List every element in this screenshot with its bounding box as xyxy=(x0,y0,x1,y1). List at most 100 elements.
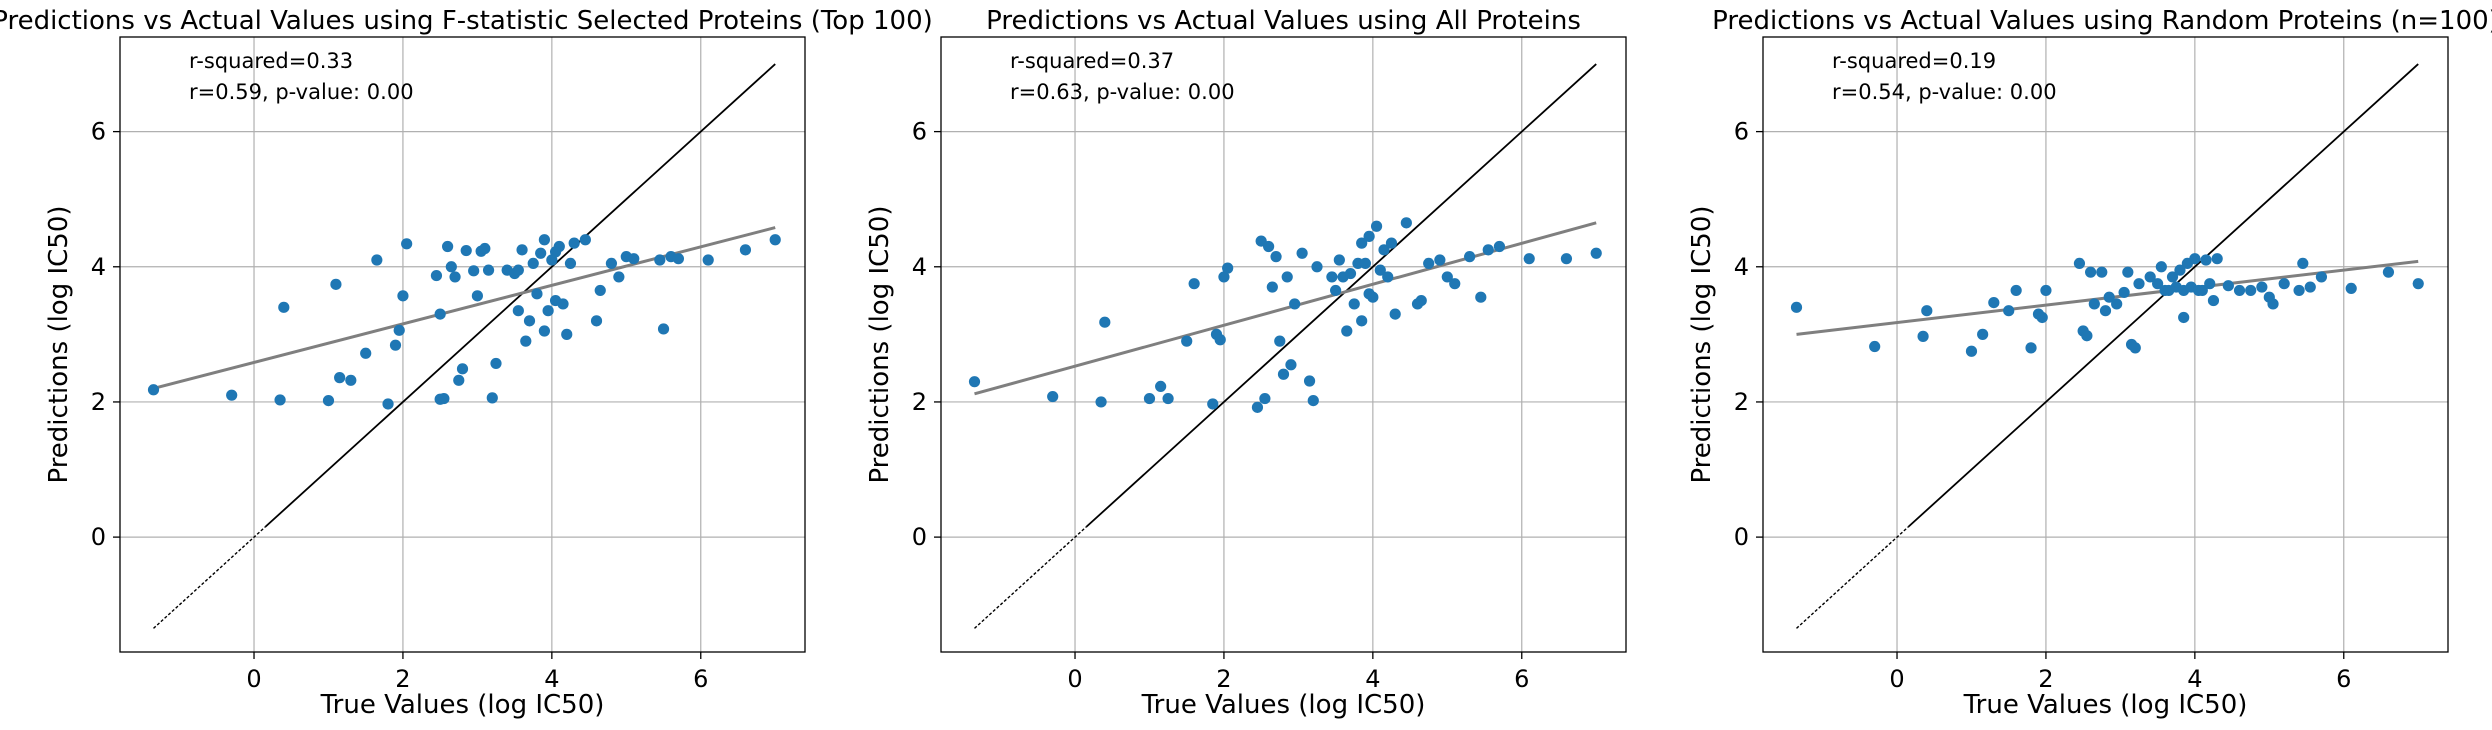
x-tick-label: 6 xyxy=(2336,665,2351,693)
data-point xyxy=(2003,305,2015,317)
data-point xyxy=(1341,325,1353,337)
data-points xyxy=(1790,253,2424,357)
data-point xyxy=(538,325,551,337)
data-point xyxy=(2122,266,2134,278)
data-point xyxy=(657,323,670,335)
data-point xyxy=(382,398,394,410)
y-tick-label: 2 xyxy=(1734,388,1749,416)
data-point xyxy=(278,301,290,313)
data-point xyxy=(1344,267,1357,280)
x-tick-label: 4 xyxy=(544,665,559,693)
x-axis-label: True Values (log IC50) xyxy=(320,690,605,720)
data-point xyxy=(2099,305,2112,317)
data-point xyxy=(1155,380,1167,393)
data-point xyxy=(1307,394,1319,407)
data-point xyxy=(1482,244,1494,256)
y-tick-label: 6 xyxy=(91,118,106,146)
data-point xyxy=(2207,294,2220,307)
data-point xyxy=(1869,340,1881,353)
data-point xyxy=(1363,288,1375,300)
y-tick-label: 0 xyxy=(912,523,927,551)
data-point xyxy=(1222,262,1234,274)
data-point xyxy=(1162,392,1174,405)
data-point xyxy=(1921,305,1933,317)
data-point xyxy=(769,234,781,246)
data-point xyxy=(613,271,625,283)
data-point xyxy=(1434,254,1446,266)
data-point xyxy=(538,234,551,246)
data-point xyxy=(531,288,543,300)
data-point xyxy=(568,237,580,249)
data-point xyxy=(1363,230,1375,242)
data-point xyxy=(449,271,461,283)
data-point xyxy=(549,246,562,258)
data-point xyxy=(1303,375,1316,387)
data-point xyxy=(389,339,402,351)
data-point xyxy=(1977,328,1989,340)
data-point xyxy=(1389,308,1401,320)
data-point xyxy=(1374,264,1386,276)
data-point xyxy=(2166,271,2179,283)
data-point xyxy=(516,244,528,256)
data-point xyxy=(1259,392,1271,405)
r-squared-annotation: r-squared=0.33 xyxy=(189,49,353,73)
data-point xyxy=(2129,342,2141,354)
data-point xyxy=(1370,220,1383,232)
data-point xyxy=(1965,345,1978,357)
data-point xyxy=(535,247,547,259)
data-point xyxy=(2133,278,2145,290)
grid xyxy=(1763,37,2448,652)
data-point xyxy=(561,328,573,340)
data-point xyxy=(2204,278,2216,290)
data-point xyxy=(360,347,372,359)
chart-title: Predictions vs Actual Values using F-sta… xyxy=(0,6,933,36)
data-point xyxy=(1590,247,1602,259)
identity-line-dashed xyxy=(153,526,266,629)
data-point xyxy=(1493,240,1506,253)
x-tick-label: 2 xyxy=(2038,665,2053,693)
data-point xyxy=(456,363,469,375)
data-point xyxy=(147,384,160,396)
data-point xyxy=(2073,257,2086,270)
data-point xyxy=(2103,291,2115,303)
data-point xyxy=(1207,398,1219,410)
data-point xyxy=(2040,284,2052,297)
correlation-annotation: r=0.59, p-value: 0.00 xyxy=(189,80,414,104)
x-tick-label: 2 xyxy=(1216,665,1231,693)
data-point xyxy=(1214,334,1226,346)
data-point xyxy=(1333,254,1345,266)
data-point xyxy=(702,254,714,266)
data-point xyxy=(2382,266,2395,278)
data-point xyxy=(2118,286,2130,299)
data-point xyxy=(2315,271,2328,283)
data-point xyxy=(1188,278,1200,290)
data-point xyxy=(1311,261,1323,273)
data-point xyxy=(1385,237,1398,249)
data-point xyxy=(527,257,539,270)
identity-line-dashed xyxy=(1796,526,1909,629)
data-point xyxy=(445,261,457,273)
data-point xyxy=(1988,296,2000,309)
data-point xyxy=(2412,278,2424,290)
data-point xyxy=(2256,281,2268,293)
data-point xyxy=(542,305,554,317)
x-tick-label: 0 xyxy=(246,665,261,693)
data-point xyxy=(520,335,532,347)
data-point xyxy=(628,253,640,265)
data-point xyxy=(482,264,495,276)
data-point xyxy=(1143,392,1156,405)
scatter-panel-random-proteins: Predictions vs Actual Values using Rando… xyxy=(1687,6,2492,720)
data-point xyxy=(1348,298,1360,310)
data-point xyxy=(2211,253,2223,265)
data-point xyxy=(371,254,383,266)
identity-line xyxy=(1085,63,1597,528)
data-point xyxy=(1263,240,1275,253)
y-tick-label: 6 xyxy=(1734,118,1749,146)
data-point xyxy=(2178,311,2190,324)
data-point xyxy=(2144,271,2156,283)
data-point xyxy=(1270,251,1282,263)
chart-title: Predictions vs Actual Values using Rando… xyxy=(1712,6,2492,36)
x-tick-label: 4 xyxy=(1365,665,1380,693)
grid xyxy=(941,37,1626,652)
y-tick-label: 0 xyxy=(91,523,106,551)
